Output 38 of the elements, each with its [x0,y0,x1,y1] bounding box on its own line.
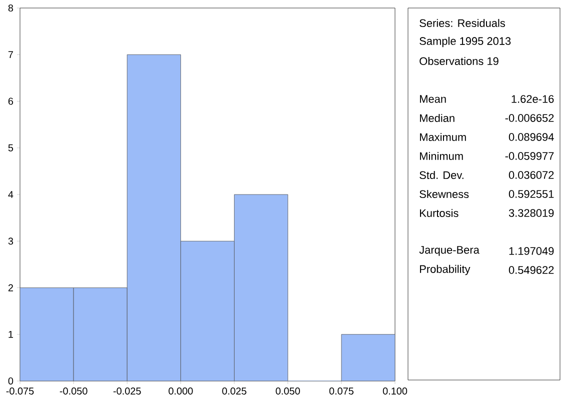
text: Minimum [420,152,463,160]
y-tick-label: 3 [8,238,14,245]
y-tick-label: 1 [8,330,13,338]
text: Std. Dev. [420,170,464,180]
x-tick-label: 0.050 [276,388,300,395]
text: Kurtosis [420,208,458,218]
x-tick-label: 0.025 [222,388,246,395]
x-tick-label: 0.100 [382,388,408,395]
text: Maximum [420,132,466,142]
text: 0.036072 [508,171,554,179]
x-tick-label: 0.075 [329,388,354,395]
x-tick-label: -0.025 [113,388,141,395]
x-tick-label: -0.075 [6,388,34,395]
text: Mean [420,95,446,103]
text: 3.328019 [508,209,554,217]
text: 0.549622 [508,266,554,274]
text: Probability [420,264,470,276]
y-tick-label: 2 [8,284,13,292]
y-tick-label: 0 [8,377,14,385]
text: 0.089694 [508,133,554,141]
text: Skewness [420,190,469,198]
y-tick-label: 8 [8,4,14,12]
x-tick-label: -0.050 [60,388,88,395]
text: 1.62e-16 [512,95,554,103]
y-tick-label: 5 [8,144,14,152]
text: Median [420,114,454,122]
y-tick-label: 4 [8,191,14,198]
y-tick-label: 7 [8,51,13,58]
text: Series: Residuals [420,18,505,28]
y-tick-label: 6 [8,98,14,105]
text: -0.006652 [505,114,554,122]
text: Jarque-Bera [419,246,480,256]
text: 1.197049 [509,247,554,255]
text: Observations 19 [420,56,498,66]
text: 0.592551 [508,190,554,198]
x-tick-label: 0.000 [168,388,193,395]
text: -0.059977 [505,152,554,160]
text: Sample 1995 2013 [420,36,511,48]
